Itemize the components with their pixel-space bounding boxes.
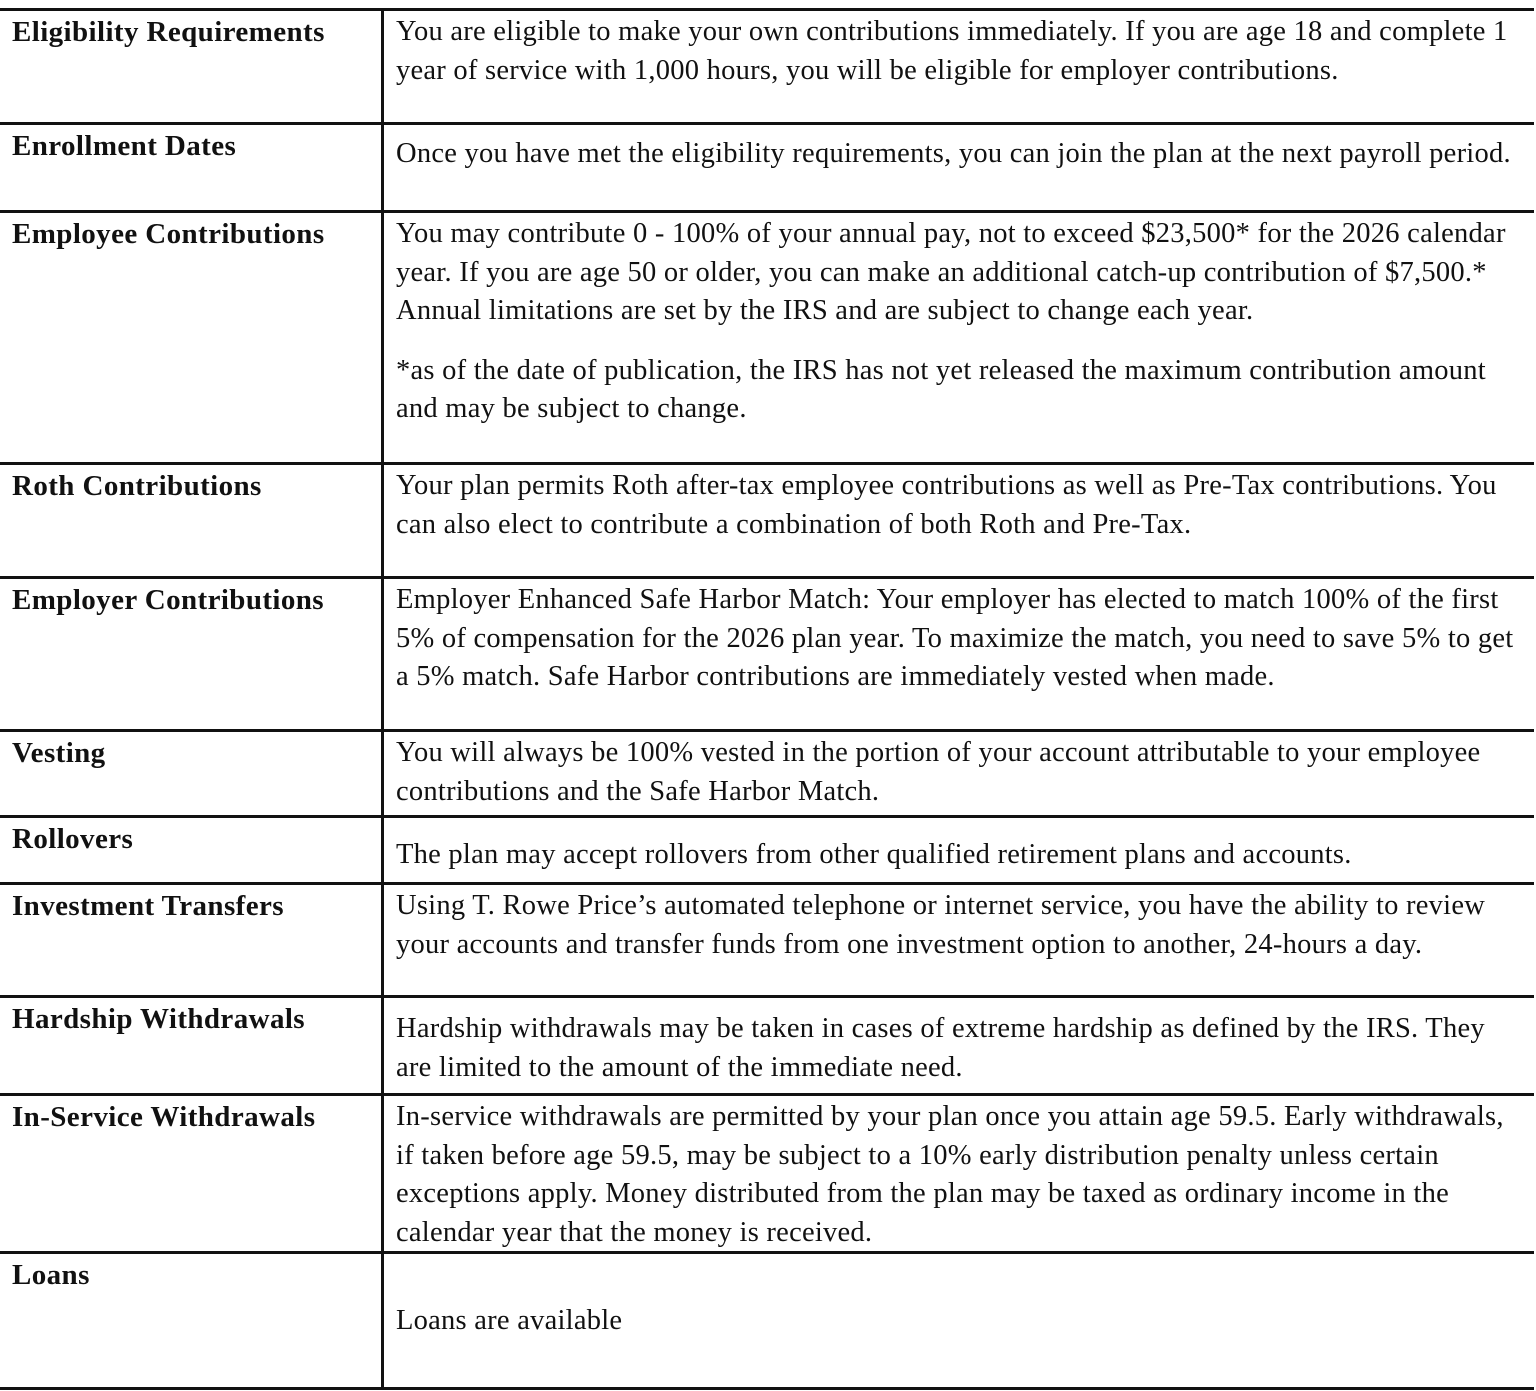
description-paragraph: The plan may accept rollovers from other… [396,839,1352,870]
description-paragraph: You will always be 100% vested in the po… [396,737,1481,807]
table-row: Investment Transfers Using T. Rowe Price’… [0,885,1534,998]
row-description: Loans are available [384,1254,1534,1387]
row-label: Employee Contributions [0,213,384,462]
description-paragraph: Your plan permits Roth after-tax employe… [396,470,1497,540]
table-row: In-Service Withdrawals In-service withdra… [0,1096,1534,1254]
row-description: You may contribute 0 - 100% of your annu… [384,213,1534,462]
table-row: Enrollment Dates Once you have met the el… [0,125,1534,213]
row-description: Employer Enhanced Safe Harbor Match: You… [384,579,1534,729]
row-label: Eligibility Requirements [0,11,384,122]
table-row: Hardship Withdrawals Hardship withdrawals… [0,998,1534,1096]
row-label: Loans [0,1254,384,1387]
description-paragraph: Using T. Rowe Price’s automated telephon… [396,890,1486,960]
description-paragraph: Loans are available [396,1305,623,1337]
table-row: Loans Loans are available [0,1254,1534,1390]
row-label: Rollovers [0,818,384,882]
row-description: Once you have met the eligibility requir… [384,125,1534,210]
table-row: Employer Contributions Employer Enhanced … [0,579,1534,732]
table-row: Rollovers The plan may accept rollovers f… [0,818,1534,885]
row-description: In-service withdrawals are permitted by … [384,1096,1534,1251]
description-paragraph: You are eligible to make your own contri… [396,16,1508,86]
row-description: Your plan permits Roth after-tax employe… [384,465,1534,576]
row-description: Hardship withdrawals may be taken in cas… [384,998,1534,1093]
row-label: Employer Contributions [0,579,384,729]
description-paragraph: You may contribute 0 - 100% of your annu… [396,218,1506,326]
table-row: Employee Contributions You may contribute… [0,213,1534,465]
table-row: Roth Contributions Your plan permits Roth… [0,465,1534,579]
row-description: You are eligible to make your own contri… [384,11,1534,122]
row-description: Using T. Rowe Price’s automated telephon… [384,885,1534,995]
plan-features-table: Eligibility Requirements You are eligible… [0,8,1534,1390]
table-row: Vesting You will always be 100% vested in… [0,732,1534,818]
description-paragraph: *as of the date of publication, the IRS … [396,354,1486,425]
table-row: Eligibility Requirements You are eligible… [0,11,1534,125]
row-label: Vesting [0,732,384,815]
row-description: The plan may accept rollovers from other… [384,818,1534,882]
row-label: Roth Contributions [0,465,384,576]
row-description: You will always be 100% vested in the po… [384,732,1534,815]
description-paragraph: In-service withdrawals are permitted by … [396,1101,1504,1248]
row-label: Enrollment Dates [0,125,384,210]
row-label: Hardship Withdrawals [0,998,384,1093]
description-paragraph: Employer Enhanced Safe Harbor Match: You… [396,584,1514,692]
description-paragraph: Once you have met the eligibility requir… [396,138,1511,169]
row-label: In-Service Withdrawals [0,1096,384,1251]
description-paragraph: Hardship withdrawals may be taken in cas… [396,1013,1485,1083]
row-label: Investment Transfers [0,885,384,995]
